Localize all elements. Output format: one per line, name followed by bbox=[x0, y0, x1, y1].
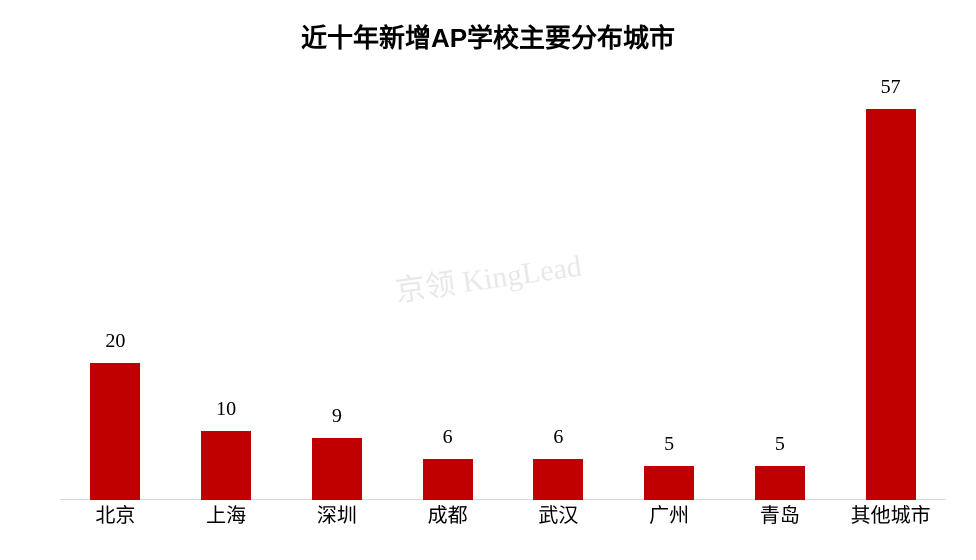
bar-value-label: 6 bbox=[503, 426, 614, 449]
bar bbox=[644, 466, 694, 500]
bar-value-label: 9 bbox=[282, 405, 393, 428]
bar bbox=[201, 431, 251, 500]
bar bbox=[423, 459, 473, 500]
chart-title: 近十年新增AP学校主要分布城市 bbox=[0, 18, 976, 55]
bar bbox=[755, 466, 805, 500]
bar-value-label: 57 bbox=[835, 76, 946, 99]
bar-category-label: 北京 bbox=[60, 499, 171, 528]
bar-slot: 5广州 bbox=[614, 75, 725, 500]
bar-slot: 20北京 bbox=[60, 75, 171, 500]
bar-value-label: 20 bbox=[60, 330, 171, 353]
bar-value-label: 5 bbox=[725, 433, 836, 456]
bar bbox=[533, 459, 583, 500]
bar-slot: 6武汉 bbox=[503, 75, 614, 500]
bar bbox=[90, 363, 140, 500]
plot-area: 20北京10上海9深圳6成都6武汉5广州5青岛57其他城市 bbox=[60, 75, 946, 500]
bar-value-label: 5 bbox=[614, 433, 725, 456]
bar-category-label: 青岛 bbox=[725, 499, 836, 528]
bar-value-label: 10 bbox=[171, 398, 282, 421]
bar-slot: 57其他城市 bbox=[835, 75, 946, 500]
bar-category-label: 上海 bbox=[171, 499, 282, 528]
bar-category-label: 广州 bbox=[614, 499, 725, 528]
chart-container: 近十年新增AP学校主要分布城市 20北京10上海9深圳6成都6武汉5广州5青岛5… bbox=[0, 0, 976, 560]
bar-category-label: 成都 bbox=[392, 499, 503, 528]
bar-slot: 10上海 bbox=[171, 75, 282, 500]
bar-slot: 9深圳 bbox=[282, 75, 393, 500]
bar-category-label: 深圳 bbox=[282, 499, 393, 528]
bar-category-label: 武汉 bbox=[503, 499, 614, 528]
bar-value-label: 6 bbox=[392, 426, 503, 449]
bar-slot: 5青岛 bbox=[725, 75, 836, 500]
bar-category-label: 其他城市 bbox=[835, 499, 946, 528]
bar bbox=[866, 109, 916, 500]
bar bbox=[312, 438, 362, 500]
bar-slot: 6成都 bbox=[392, 75, 503, 500]
